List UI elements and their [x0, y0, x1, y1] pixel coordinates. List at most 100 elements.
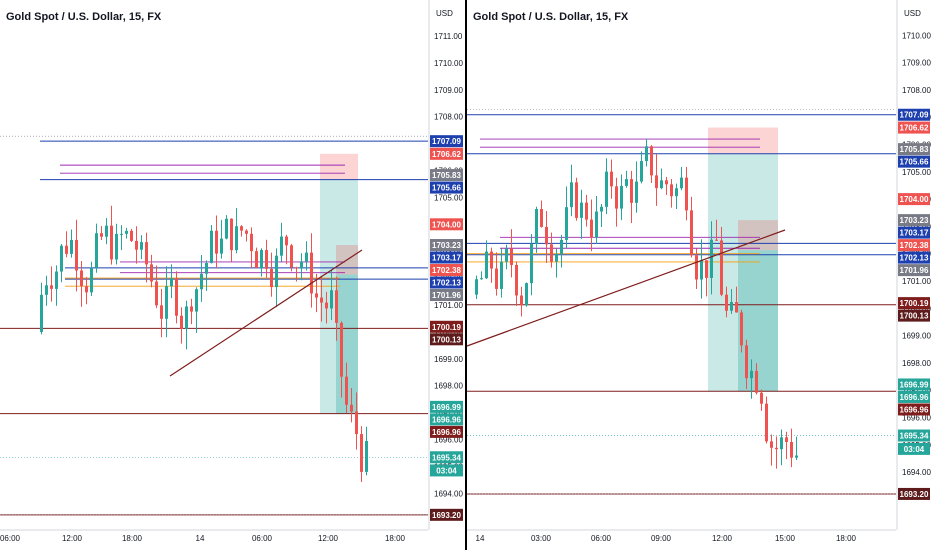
candle-body — [80, 270, 83, 287]
price-axis-label: 1708.00 — [902, 86, 931, 95]
price-tag-label: 1696.99 — [900, 380, 929, 389]
candle-body — [200, 273, 203, 290]
price-tag-label: 1707.09 — [432, 137, 461, 146]
candle-body — [275, 255, 278, 288]
price-axis-label: 1709.00 — [434, 86, 463, 95]
time-axis-label: 09:00 — [651, 534, 672, 543]
candle-body — [330, 290, 333, 309]
candle-body — [610, 171, 613, 187]
price-tag-bg — [898, 390, 930, 403]
price-tag-label: 1705.66 — [900, 158, 929, 167]
candle-body — [735, 302, 738, 313]
candle-body — [110, 225, 113, 260]
candle-body — [160, 305, 163, 319]
panel-divider — [465, 0, 467, 550]
short-stop-zone[interactable] — [320, 153, 358, 180]
price-tag: 1705.66 — [430, 181, 463, 194]
candle-body — [485, 251, 488, 279]
price-tag-bg — [898, 264, 930, 277]
price-tag-label: 1695.34 — [432, 453, 461, 462]
candle-body — [65, 245, 68, 254]
time-axis-label: 03:00 — [531, 534, 552, 543]
candle-body — [245, 230, 248, 234]
chart-panel-1[interactable]: Gold Spot / U.S. Dollar, 15, FX USD 1711.0… — [0, 0, 463, 543]
price-tag: 1703.17 — [430, 251, 463, 264]
candle-body — [40, 294, 43, 332]
price-tag-label: 1693.20 — [900, 490, 929, 499]
time-axis-label: 06:00 — [591, 534, 612, 543]
candle-body — [685, 177, 688, 211]
candle-body — [665, 180, 668, 185]
price-tag-label: 1695.34 — [900, 432, 929, 441]
candle-body — [90, 267, 93, 293]
candle-body — [795, 455, 798, 458]
second-target-zone[interactable] — [738, 250, 778, 392]
candle-body — [535, 209, 538, 244]
candle-body — [635, 181, 638, 203]
price-tag-bg — [430, 264, 463, 277]
candle-body — [725, 294, 728, 311]
candle-body — [595, 211, 598, 238]
candle-body — [45, 285, 48, 295]
price-tag-bg — [898, 214, 930, 227]
short-stop-zone[interactable] — [708, 127, 778, 154]
price-tag-bg — [430, 135, 463, 148]
time-axis-label: 06:00 — [252, 534, 273, 543]
candle-body — [100, 233, 103, 237]
price-tag-label: 1700.13 — [900, 312, 929, 321]
candle-body — [720, 240, 723, 295]
price-tag-label: 1705.83 — [432, 171, 461, 180]
candle-body — [500, 261, 503, 289]
price-tag: 1700.19 — [430, 320, 463, 333]
price-tag-bg — [430, 508, 463, 521]
price-axis-label: 1696.00 — [434, 436, 463, 445]
time-axis-label: 14 — [196, 534, 205, 543]
candle-body — [675, 188, 678, 197]
candle-body — [645, 146, 648, 162]
candle-body — [785, 437, 788, 443]
price-axis-label: 1709.00 — [902, 59, 931, 68]
price-tag: 1693.20 — [430, 508, 463, 521]
price-tag-label: 1707.09 — [900, 111, 929, 120]
price-tag: 1700.13 — [898, 309, 930, 322]
candle-body — [145, 242, 148, 265]
price-tag-bg — [898, 403, 930, 416]
price-tag-bg — [898, 251, 930, 264]
candle-body — [600, 206, 603, 212]
price-tag: 1696.96 — [898, 390, 930, 403]
candle-body — [505, 248, 508, 262]
trend-line[interactable] — [466, 229, 786, 347]
price-tag: 1706.62 — [430, 147, 463, 160]
price-tag: 1702.13 — [430, 276, 463, 289]
candle-body — [745, 345, 748, 379]
price-tag-bg — [898, 429, 930, 442]
chart-title: Gold Spot / U.S. Dollar, 15, FX — [473, 11, 629, 23]
candle-body — [570, 182, 573, 208]
candle-body — [480, 278, 483, 280]
candle-body — [655, 175, 658, 189]
price-tag-label: 1703.23 — [432, 241, 461, 250]
price-axis-label: 1701.00 — [434, 301, 463, 310]
candle-body — [615, 186, 618, 209]
price-tag: 1695.34 — [898, 429, 930, 442]
price-tag-label: 1696.99 — [432, 403, 461, 412]
price-axis-label: 1701.00 — [902, 277, 931, 286]
price-tag-bg — [430, 239, 463, 252]
chart-panel-2[interactable]: Gold Spot / U.S. Dollar, 15, FX USD 1710.0… — [466, 0, 931, 543]
price-tag-bg — [898, 239, 930, 252]
candle-body — [140, 242, 143, 250]
price-axis-label: 1710.00 — [434, 59, 463, 68]
candle-body — [250, 233, 253, 252]
candle-body — [185, 306, 188, 329]
candle-body — [360, 434, 363, 472]
trend-line[interactable] — [169, 249, 363, 377]
candle-body — [565, 207, 568, 240]
candle-body — [335, 290, 338, 323]
candle-body — [755, 370, 758, 393]
price-axis-label: 1705.00 — [434, 193, 463, 202]
short-target-zone[interactable] — [708, 153, 778, 392]
price-axis-label: 1711.00 — [434, 32, 463, 41]
price-tag-bg — [430, 147, 463, 160]
price-tag-bg — [898, 193, 930, 206]
time-axis-label: 18:00 — [385, 534, 406, 543]
